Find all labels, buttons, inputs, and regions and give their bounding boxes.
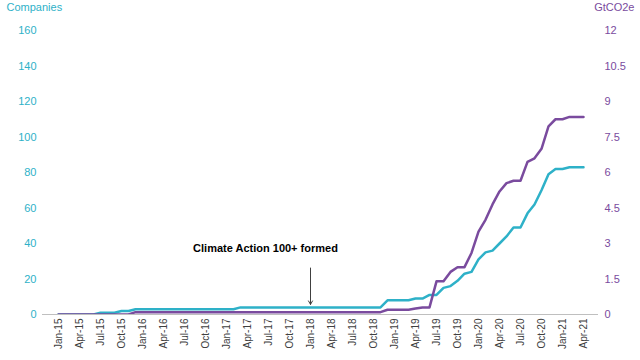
svg-text:Jul-17: Jul-17 [263, 318, 274, 346]
svg-text:Jan-21: Jan-21 [557, 318, 568, 349]
svg-text:Oct-18: Oct-18 [368, 318, 379, 348]
svg-text:40: 40 [24, 237, 36, 249]
svg-text:Apr-19: Apr-19 [410, 318, 421, 348]
svg-text:Jan-15: Jan-15 [53, 318, 64, 349]
svg-text:Jan-16: Jan-16 [137, 318, 148, 349]
svg-text:0: 0 [30, 308, 36, 320]
svg-text:60: 60 [24, 202, 36, 214]
svg-text:10.5: 10.5 [605, 60, 626, 72]
svg-text:Apr-17: Apr-17 [242, 318, 253, 348]
svg-text:Apr-21: Apr-21 [578, 318, 589, 348]
svg-text:1.5: 1.5 [605, 273, 620, 285]
svg-text:Oct-17: Oct-17 [284, 318, 295, 348]
svg-text:100: 100 [18, 131, 36, 143]
svg-text:160: 160 [18, 24, 36, 36]
svg-text:9: 9 [605, 95, 611, 107]
svg-text:Oct-20: Oct-20 [536, 318, 547, 348]
svg-text:Climate Action 100+ formed: Climate Action 100+ formed [193, 242, 338, 254]
svg-text:Apr-16: Apr-16 [158, 318, 169, 348]
svg-text:Oct-16: Oct-16 [200, 318, 211, 348]
svg-text:Jul-20: Jul-20 [515, 318, 526, 346]
svg-text:Jan-17: Jan-17 [221, 318, 232, 349]
svg-text:GtCO2e: GtCO2e [594, 1, 634, 13]
svg-text:Jan-19: Jan-19 [389, 318, 400, 349]
svg-text:Apr-15: Apr-15 [74, 318, 85, 348]
svg-text:120: 120 [18, 95, 36, 107]
svg-text:Apr-18: Apr-18 [326, 318, 337, 348]
svg-text:4.5: 4.5 [605, 202, 620, 214]
svg-text:12: 12 [605, 24, 617, 36]
svg-text:Companies: Companies [7, 1, 63, 13]
svg-text:Jul-16: Jul-16 [179, 318, 190, 346]
svg-text:Jan-20: Jan-20 [473, 318, 484, 349]
svg-text:20: 20 [24, 273, 36, 285]
svg-text:0: 0 [605, 308, 611, 320]
svg-text:Oct-15: Oct-15 [116, 318, 127, 348]
svg-text:Apr-20: Apr-20 [494, 318, 505, 348]
svg-text:6: 6 [605, 166, 611, 178]
svg-text:Oct-19: Oct-19 [452, 318, 463, 348]
svg-text:140: 140 [18, 60, 36, 72]
svg-text:7.5: 7.5 [605, 131, 620, 143]
svg-text:Jul-15: Jul-15 [95, 318, 106, 346]
svg-text:Jul-18: Jul-18 [347, 318, 358, 346]
svg-text:80: 80 [24, 166, 36, 178]
svg-text:3: 3 [605, 237, 611, 249]
svg-text:Jul-19: Jul-19 [431, 318, 442, 346]
svg-text:Jan-18: Jan-18 [305, 318, 316, 349]
